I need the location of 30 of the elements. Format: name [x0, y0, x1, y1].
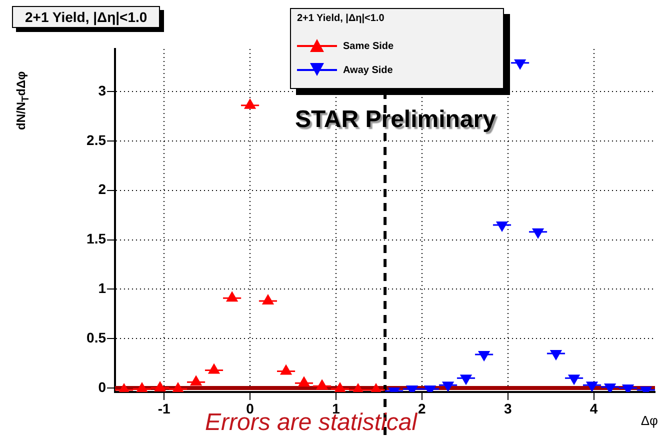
point	[262, 294, 274, 305]
x-tick-label: -1	[158, 400, 171, 416]
point	[226, 291, 238, 302]
legend-label: Same Side	[343, 40, 394, 52]
point	[334, 382, 346, 392]
x-tick-label: 2	[418, 400, 426, 416]
point	[298, 376, 310, 387]
legend-title: 2+1 Yield, |Δη|<1.0	[297, 13, 386, 24]
x-tick-label: 3	[504, 400, 512, 416]
point	[136, 382, 148, 392]
annotation: STAR Preliminary	[295, 106, 496, 134]
point	[172, 382, 184, 392]
legend-label: Away Side	[343, 64, 393, 76]
y-tick-label: 3	[98, 82, 106, 98]
y-tick-label: 0.5	[86, 329, 106, 346]
y-tick-label: 1	[98, 280, 106, 296]
point	[496, 221, 508, 232]
y-tick-label: 1.5	[86, 230, 106, 247]
y-tick-label: 2	[98, 181, 106, 198]
point	[190, 375, 202, 386]
point	[514, 59, 526, 70]
point	[154, 381, 166, 392]
x-axis-title: Δφ	[640, 413, 658, 428]
y-tick-label: 2.5	[86, 132, 106, 148]
chart-title: 2+1 Yield, |Δη|<1.0	[12, 6, 160, 28]
x-tick-label: 4	[590, 400, 598, 416]
y-tick-label: 0	[98, 378, 106, 395]
point	[208, 363, 220, 374]
point	[316, 379, 328, 390]
point	[280, 364, 292, 375]
